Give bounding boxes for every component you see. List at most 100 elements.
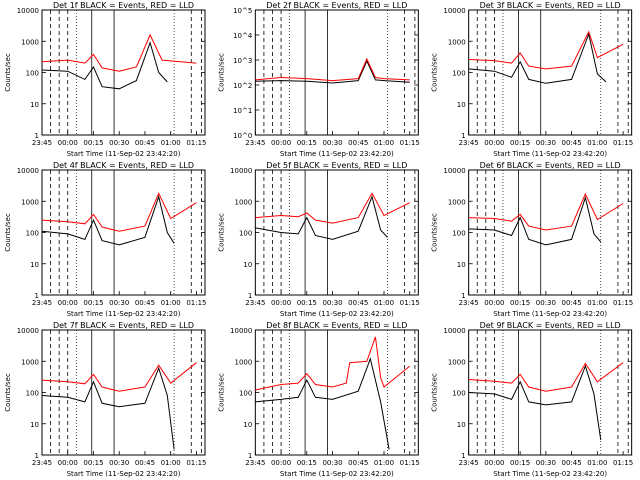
- panel-9: Det 9f BLACK = Events, RED = LLD Counts/s…: [431, 321, 634, 478]
- y-tick-label: 1000: [448, 358, 466, 366]
- y-tick-label: 10: [30, 261, 39, 269]
- series-line-events: [255, 195, 388, 240]
- x-tick-label: 00:45: [562, 299, 582, 307]
- x-tick-label: 23:45: [245, 139, 265, 147]
- x-tick-label: 00:00: [58, 299, 78, 307]
- y-axis-label: Counts/sec: [431, 213, 439, 252]
- x-tick-label: 23:45: [459, 139, 479, 147]
- y-tick-label: 10^1: [233, 107, 252, 115]
- x-tick-label: 01:00: [587, 139, 607, 147]
- y-tick-label: 1: [35, 132, 39, 140]
- series-line-lld: [255, 192, 410, 224]
- y-tick-label: 100: [239, 390, 252, 398]
- y-tick-label: 10: [243, 261, 252, 269]
- x-tick-label: 00:30: [536, 299, 556, 307]
- x-tick-label: 23:45: [32, 139, 52, 147]
- panel-4: Det 4f BLACK = Events, RED = LLD Counts/s…: [4, 161, 207, 318]
- x-tick-label: 01:00: [161, 459, 181, 467]
- y-axis-label: Counts/sec: [217, 213, 225, 252]
- x-tick-label: 01:00: [587, 459, 607, 467]
- panel-title: Det 1f BLACK = Events, RED = LLD: [53, 1, 194, 10]
- x-tick-label: 23:45: [245, 299, 265, 307]
- y-tick-label: 10^0: [233, 132, 252, 140]
- y-tick-label: 1000: [21, 38, 39, 46]
- plot-frame: [468, 329, 633, 456]
- x-axis-label: Start Time (11-Sep-02 23:42:20): [493, 150, 607, 158]
- panel-title: Det 5f BLACK = Events, RED = LLD: [266, 161, 407, 170]
- panel-3: Det 3f BLACK = Events, RED = LLD Counts/s…: [431, 1, 634, 158]
- series-line-events: [468, 364, 602, 441]
- y-axis-label: Counts/sec: [4, 213, 12, 252]
- y-tick-label: 10^4: [233, 32, 253, 40]
- plot-frame: [254, 329, 419, 456]
- x-tick-label: 01:15: [400, 459, 420, 467]
- y-tick-label: 1: [461, 292, 465, 300]
- x-tick-label: 23:45: [32, 299, 52, 307]
- x-axis-label: Start Time (11-Sep-02 23:42:20): [280, 470, 394, 478]
- panel-title: Det 8f BLACK = Events, RED = LLD: [266, 321, 407, 330]
- x-tick-label: 23:45: [459, 299, 479, 307]
- x-tick-label: 00:15: [83, 459, 103, 467]
- panel-6: Det 6f BLACK = Events, RED = LLD Counts/s…: [431, 161, 634, 318]
- y-tick-label: 1: [461, 452, 465, 460]
- panel-1: Det 1f BLACK = Events, RED = LLD Counts/s…: [4, 1, 207, 158]
- y-axis-label: Counts/sec: [431, 373, 439, 412]
- x-tick-label: 01:15: [613, 299, 633, 307]
- x-tick-label: 00:00: [484, 459, 504, 467]
- y-tick-label: 10: [457, 421, 466, 429]
- x-tick-label: 00:30: [536, 459, 556, 467]
- x-tick-label: 00:15: [297, 139, 317, 147]
- y-tick-label: 10^3: [233, 57, 252, 65]
- y-tick-label: 1: [35, 452, 39, 460]
- x-tick-label: 00:00: [58, 459, 78, 467]
- x-tick-label: 00:30: [322, 459, 342, 467]
- x-axis-label: Start Time (11-Sep-02 23:42:20): [280, 150, 394, 158]
- x-tick-label: 01:00: [161, 299, 181, 307]
- x-tick-label: 00:15: [83, 299, 103, 307]
- series-line-events: [255, 59, 410, 84]
- y-axis-label: Counts/sec: [217, 53, 225, 92]
- x-tick-label: 00:45: [135, 299, 155, 307]
- x-tick-label: 00:00: [271, 139, 291, 147]
- x-tick-label: 00:15: [297, 459, 317, 467]
- x-tick-label: 01:00: [587, 299, 607, 307]
- series-line-lld: [255, 57, 410, 82]
- y-axis-label: Counts/sec: [4, 373, 12, 412]
- series-line-lld: [41, 362, 197, 392]
- x-tick-label: 01:15: [613, 139, 633, 147]
- panel-8: Det 8f BLACK = Events, RED = LLD Counts/s…: [217, 321, 420, 478]
- series-line-lld: [41, 33, 197, 72]
- y-tick-label: 10: [243, 421, 252, 429]
- y-tick-label: 10000: [443, 327, 465, 335]
- y-tick-label: 100: [26, 390, 39, 398]
- y-tick-label: 100: [26, 230, 39, 238]
- x-tick-label: 00:45: [348, 299, 368, 307]
- x-tick-label: 00:30: [109, 299, 129, 307]
- plot-frame: [41, 329, 206, 456]
- series-line-lld: [255, 336, 411, 391]
- x-tick-label: 01:15: [400, 139, 420, 147]
- x-tick-label: 00:00: [271, 459, 291, 467]
- panel-5: Det 5f BLACK = Events, RED = LLD Counts/s…: [217, 161, 420, 318]
- x-tick-label: 23:45: [32, 459, 52, 467]
- x-tick-label: 00:15: [510, 459, 530, 467]
- y-tick-label: 10: [457, 261, 466, 269]
- x-tick-label: 01:00: [374, 459, 394, 467]
- series-line-events: [468, 195, 602, 246]
- x-tick-label: 00:45: [562, 139, 582, 147]
- y-axis-label: Counts/sec: [4, 53, 12, 92]
- y-tick-label: 10^2: [233, 82, 252, 90]
- y-tick-label: 10000: [17, 7, 39, 15]
- y-tick-label: 1: [461, 132, 465, 140]
- x-axis-label: Start Time (11-Sep-02 23:42:20): [67, 150, 181, 158]
- panel-title: Det 2f BLACK = Events, RED = LLD: [266, 1, 407, 10]
- x-axis-label: Start Time (11-Sep-02 23:42:20): [493, 310, 607, 318]
- plot-frame: [254, 9, 419, 136]
- x-tick-label: 00:45: [348, 459, 368, 467]
- x-tick-label: 00:15: [510, 139, 530, 147]
- x-tick-label: 01:15: [613, 459, 633, 467]
- y-tick-label: 1: [248, 292, 252, 300]
- panel-title: Det 3f BLACK = Events, RED = LLD: [480, 1, 621, 10]
- series-line-lld: [468, 362, 624, 392]
- x-tick-label: 00:45: [348, 139, 368, 147]
